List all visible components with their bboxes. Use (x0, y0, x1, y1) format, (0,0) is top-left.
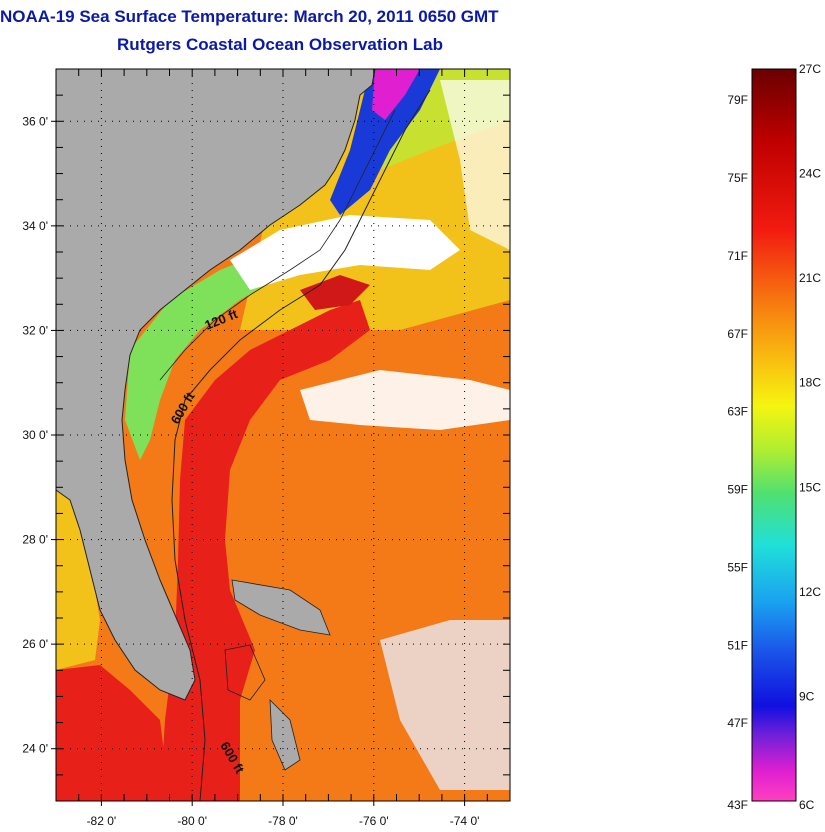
graticule (56, 69, 510, 801)
warm-eddy (300, 275, 370, 310)
axis-ticks: 36 0' 34 0' 32 0' 30 0' 28 0' 26 0' 24 0' -82 0… (22, 68, 511, 828)
lat-tick-label: 36 0' (22, 114, 48, 128)
fahrenheit-label: 51F (727, 638, 748, 652)
lat-tick-label: 24 0' (22, 742, 48, 756)
cloud-patch (440, 80, 510, 250)
fahrenheit-label: 59F (727, 483, 748, 497)
celsius-label: 9C (799, 689, 815, 703)
fahrenheit-label: 63F (727, 405, 748, 419)
lat-tick-label: 30 0' (22, 428, 48, 442)
fahrenheit-label: 55F (727, 560, 748, 574)
celsius-label: 27C (799, 62, 821, 76)
celsius-label: 15C (799, 480, 821, 494)
lon-tick-label: -74 0' (450, 814, 480, 828)
lat-tick-label: 28 0' (22, 533, 48, 547)
depth-contour-600ft (174, 89, 431, 441)
celsius-label: 21C (799, 271, 821, 285)
celsius-label: 24C (799, 167, 821, 181)
fahrenheit-label: 67F (727, 327, 748, 341)
depth-contour-600ft (171, 439, 206, 801)
florida-straits (56, 665, 170, 801)
depth-contour-120ft (159, 109, 396, 381)
color-scale-labels: 79F 75F 71F 67F 63F 59F 55F 51F 47F 43F 27C 24C 21C 1… (727, 62, 821, 812)
coldest-water (372, 69, 420, 120)
lon-tick-label: -80 0' (177, 814, 207, 828)
lat-tick-label: 32 0' (22, 323, 48, 337)
cloud-patch (380, 620, 510, 790)
fahrenheit-label: 75F (727, 171, 748, 185)
fahrenheit-label: 47F (727, 716, 748, 730)
fahrenheit-label: 79F (727, 93, 748, 107)
cloud-patch (300, 370, 510, 430)
celsius-label: 12C (799, 585, 821, 599)
celsius-label: 18C (799, 376, 821, 390)
bahamas-island (269, 698, 301, 771)
lat-tick-label: 34 0' (22, 219, 48, 233)
shoal-contour (224, 644, 266, 701)
land-mass (56, 69, 376, 701)
lat-tick-label: 26 0' (22, 637, 48, 651)
lon-tick-label: -82 0' (87, 814, 117, 828)
fahrenheit-label: 71F (727, 249, 748, 263)
lon-tick-label: -76 0' (359, 814, 389, 828)
fahrenheit-label: 43F (727, 798, 748, 812)
color-scale-bar (751, 68, 797, 802)
gulf-of-mexico (56, 490, 100, 670)
gulf-stream (160, 300, 370, 801)
bahamas-island (231, 579, 331, 636)
celsius-label: 6C (799, 798, 815, 812)
map-title: NOAA-19 Sea Surface Temperature: March 2… (0, 7, 499, 26)
cold-shelf-water (330, 69, 440, 215)
map-subtitle: Rutgers Coastal Ocean Observation Lab (117, 35, 443, 54)
lon-tick-label: -78 0' (268, 814, 298, 828)
